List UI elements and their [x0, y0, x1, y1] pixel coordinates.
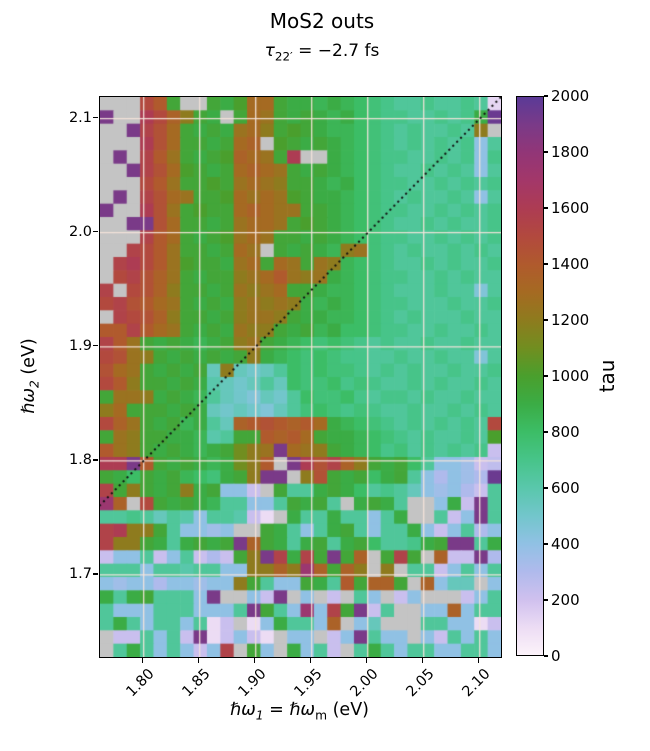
- x-tick-label: 2.00: [347, 666, 383, 701]
- y-tick-label: 1.7: [68, 565, 92, 582]
- colorbar-tick-label: 1200: [551, 311, 590, 329]
- y-tick-mark: [92, 573, 98, 575]
- colorbar-tick-mark: [544, 375, 548, 377]
- chart-subtitle: τ22′ = −2.7 fs: [99, 41, 545, 63]
- x-tick-mark: [366, 657, 368, 663]
- y-tick-label: 1.9: [68, 337, 92, 354]
- colorbar-tick-label: 1600: [551, 199, 590, 217]
- colorbar-tick-mark: [544, 319, 548, 321]
- colorbar-tick-mark: [544, 655, 548, 657]
- colorbar-tick-mark: [544, 95, 548, 97]
- colorbar-tick-label: 400: [551, 535, 580, 553]
- x-axis-label: ℏω1 = ℏωm (eV): [230, 700, 369, 723]
- y-tick-mark: [92, 231, 98, 233]
- colorbar-tick-mark: [544, 151, 548, 153]
- colorbar-tick-mark: [544, 431, 548, 433]
- colorbar-tick-label: 600: [551, 479, 580, 497]
- subtitle-value: = −2.7 fs: [292, 41, 380, 61]
- colorbar-label: tau: [595, 359, 619, 393]
- x-tick-label: 1.95: [291, 666, 327, 701]
- plot-area: [99, 96, 502, 658]
- y-tick-mark: [92, 345, 98, 347]
- colorbar-tick-mark: [544, 487, 548, 489]
- colorbar-tick-label: 800: [551, 423, 580, 441]
- y-tick-label: 2.1: [68, 109, 92, 126]
- colorbar-gradient: [516, 96, 544, 656]
- colorbar-tick-mark: [544, 207, 548, 209]
- chart-title: MoS2 outs: [269, 9, 375, 33]
- subtitle-subscript: 22′: [274, 49, 293, 64]
- colorbar-tick-mark: [544, 543, 548, 545]
- colorbar-tick-mark: [544, 599, 548, 601]
- x-tick-label: 1.90: [235, 666, 271, 701]
- colorbar-tick-label: 1000: [551, 367, 590, 385]
- y-tick-mark: [92, 117, 98, 119]
- x-tick-mark: [254, 657, 256, 663]
- x-tick-label: 1.85: [179, 666, 215, 701]
- x-tick-label: 1.80: [123, 666, 159, 701]
- y-tick-label: 1.8: [68, 451, 92, 468]
- y-tick-label: 2.0: [68, 223, 92, 240]
- x-tick-label: 2.05: [403, 666, 439, 701]
- y-axis-label: ℏω2 (eV): [18, 338, 42, 414]
- colorbar-tick-label: 0: [551, 647, 561, 665]
- colorbar-tick-label: 1800: [551, 143, 590, 161]
- heatmap-canvas: [100, 97, 501, 657]
- y-tick-mark: [92, 459, 98, 461]
- colorbar-tick-label: 200: [551, 591, 580, 609]
- x-tick-mark: [310, 657, 312, 663]
- colorbar-tick-label: 1400: [551, 255, 590, 273]
- x-tick-mark: [478, 657, 480, 663]
- x-tick-label: 2.10: [459, 666, 495, 701]
- subtitle-tau: τ: [264, 41, 275, 61]
- x-tick-mark: [142, 657, 144, 663]
- colorbar-tick-label: 2000: [551, 87, 590, 105]
- x-tick-mark: [422, 657, 424, 663]
- x-tick-mark: [198, 657, 200, 663]
- colorbar-tick-mark: [544, 263, 548, 265]
